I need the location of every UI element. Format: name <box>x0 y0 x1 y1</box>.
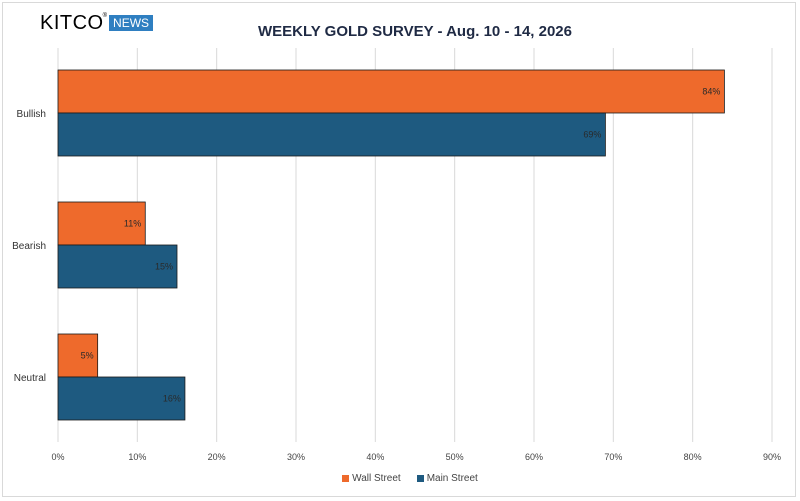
data-label: 5% <box>81 351 94 361</box>
x-tick-label: 40% <box>366 452 384 462</box>
bar-wall-street <box>57 333 99 378</box>
x-tick-label: 30% <box>287 452 305 462</box>
legend-item-main-street: Main Street <box>416 473 478 484</box>
x-tick-label: 0% <box>51 452 64 462</box>
legend-swatch-wall-street <box>342 475 350 482</box>
bar-wall-street <box>57 69 725 114</box>
data-label: 11% <box>124 219 141 229</box>
legend-swatch-main-street <box>416 475 424 482</box>
legend-label-main-street: Main Street <box>426 473 478 484</box>
x-tick-label: 90% <box>763 452 781 462</box>
legend-label-wall-street: Wall Street <box>352 473 401 484</box>
x-tick-label: 50% <box>446 452 464 462</box>
legend-item-wall-street: Wall Street <box>342 473 401 484</box>
bar-wall-street <box>57 201 146 246</box>
x-tick-label: 80% <box>684 452 702 462</box>
data-label: 69% <box>583 130 601 140</box>
x-tick-label: 20% <box>208 452 226 462</box>
data-label: 15% <box>155 262 173 272</box>
x-tick-label: 10% <box>128 452 146 462</box>
bar-main-street <box>57 244 178 289</box>
category-label: Neutral <box>14 373 46 384</box>
logo-registered-mark: ® <box>102 13 108 19</box>
category-label: Bullish <box>17 109 46 120</box>
bar-main-street <box>57 112 606 157</box>
chart-title: WEEKLY GOLD SURVEY - Aug. 10 - 14, 2026 <box>258 23 572 40</box>
logo-wordmark: KITCO <box>40 11 104 34</box>
x-tick-label: 60% <box>525 452 543 462</box>
bar-main-street <box>57 376 186 421</box>
kitco-logo: KITCO ® NEWS <box>40 11 154 34</box>
data-label: 16% <box>163 394 181 404</box>
x-tick-label: 70% <box>604 452 622 462</box>
chart-legend: Wall Street Main Street <box>0 473 800 484</box>
category-label: Bearish <box>12 241 46 252</box>
logo-news-badge: NEWS <box>109 15 154 31</box>
data-label: 84% <box>702 87 720 97</box>
